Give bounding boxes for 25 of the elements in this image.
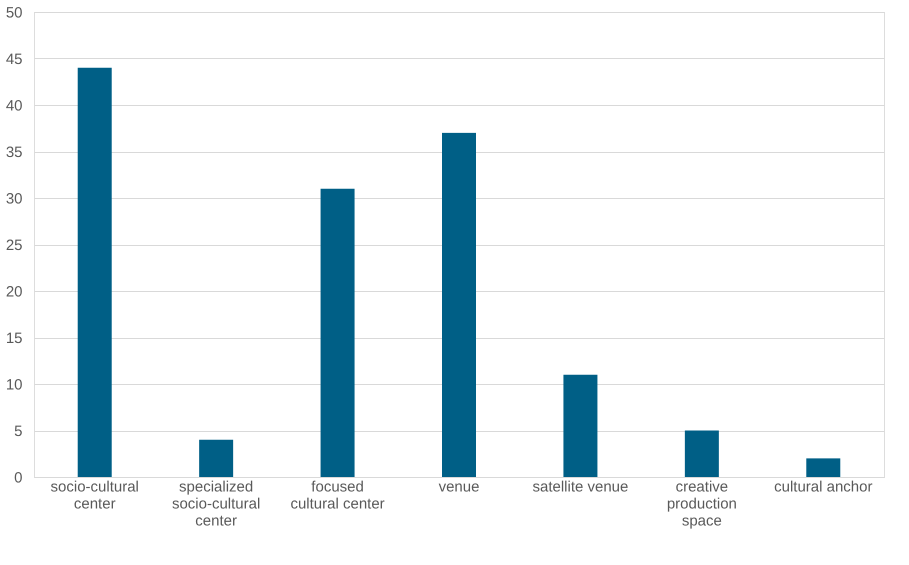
bar: [563, 374, 598, 477]
bar: [78, 68, 112, 477]
y-tick-label: 30: [6, 190, 22, 208]
x-tick-label: cultural anchor: [774, 478, 872, 496]
x-tick-label: creative production space: [666, 478, 737, 530]
y-tick-label: 45: [6, 51, 22, 68]
bar: [442, 132, 476, 477]
x-tick-label: focused cultural center: [290, 478, 385, 512]
y-tick-label: 40: [6, 98, 22, 114]
y-tick-label: 0: [14, 470, 22, 486]
y-tick-label: 5: [14, 423, 22, 440]
bar: [684, 430, 719, 477]
bar: [806, 458, 840, 477]
y-tick-label: 20: [6, 284, 22, 300]
y-tick-label: 50: [6, 4, 22, 22]
x-tick-label: venue: [438, 478, 480, 496]
x-tick-label: satellite venue: [532, 478, 628, 496]
x-tick-label: socio-cultural center: [50, 478, 139, 512]
bar: [320, 188, 355, 477]
y-tick-label: 35: [6, 144, 22, 161]
x-tick-label: specialized socio-cultural center: [172, 478, 260, 530]
y-tick-label: 10: [6, 376, 22, 394]
y-tick-label: 15: [6, 330, 22, 347]
bar: [199, 440, 234, 477]
y-tick-label: 25: [6, 237, 22, 254]
